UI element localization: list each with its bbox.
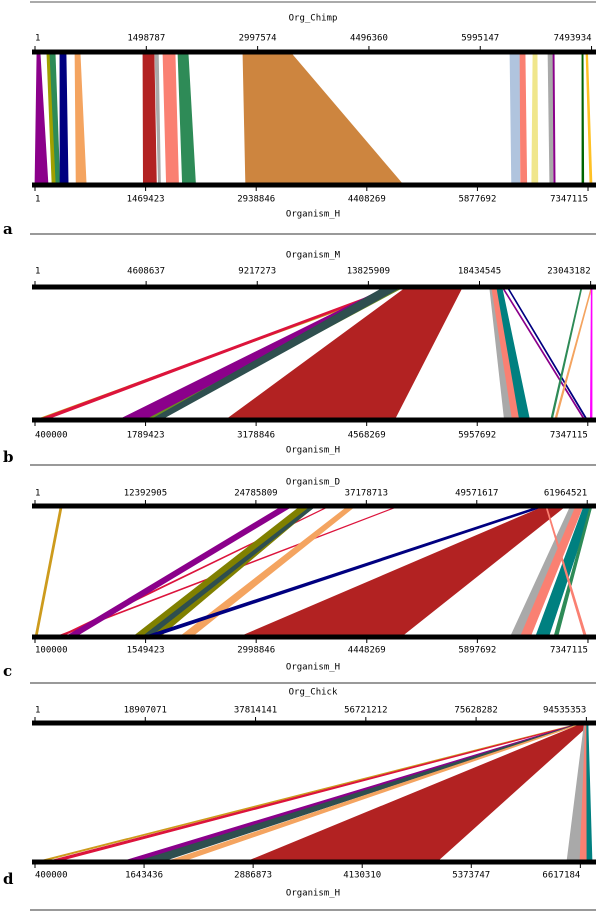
- bottom-tick-label: 100000: [35, 646, 68, 656]
- top-tick-label: 2997574: [239, 34, 277, 44]
- synteny-link: [242, 51, 405, 186]
- bottom-genome-label: Organism_H: [286, 446, 340, 456]
- bottom-genome-label: Organism_H: [286, 889, 340, 899]
- synteny-link: [177, 51, 196, 186]
- bottom-tick-label: 4448269: [348, 646, 386, 656]
- bottom-tick-label: 2886873: [234, 871, 272, 881]
- bottom-tick-label: 3178846: [237, 431, 275, 441]
- synteny-link: [34, 505, 63, 638]
- top-genome-label: Org_Chimp: [289, 14, 338, 24]
- bottom-tick-label: 1549423: [127, 646, 165, 656]
- bottom-tick-label: 1469423: [127, 195, 165, 205]
- bottom-genome-label: Organism_H: [286, 210, 340, 220]
- top-genome-label: Organism_D: [286, 478, 340, 488]
- top-tick-label: 75628282: [454, 706, 497, 716]
- bottom-tick-label: 400000: [35, 431, 68, 441]
- top-tick-label: 18434545: [458, 267, 501, 277]
- panel-letter: a: [3, 220, 13, 238]
- panel-letter: c: [3, 662, 12, 680]
- top-tick-label: 94535353: [543, 706, 586, 716]
- synteny-link: [552, 51, 556, 186]
- bottom-genome-label: Organism_H: [286, 663, 340, 673]
- synteny-link: [586, 722, 593, 863]
- panel-letter: b: [3, 448, 14, 466]
- synteny-link: [245, 722, 592, 863]
- bottom-tick-label: 5897692: [458, 646, 496, 656]
- synteny-link: [142, 51, 157, 186]
- bottom-tick-label: 1643436: [125, 871, 163, 881]
- bottom-tick-label: 2938846: [237, 195, 275, 205]
- top-tick-label: 4608637: [127, 267, 165, 277]
- top-tick-label: 4496360: [350, 34, 388, 44]
- synteny-link: [509, 51, 521, 186]
- bottom-tick-label: 5373747: [452, 871, 490, 881]
- synteny-link: [550, 286, 583, 421]
- bottom-tick-label: 1: [35, 195, 40, 205]
- synteny-link: [34, 51, 49, 186]
- top-tick-label: 1498787: [127, 34, 165, 44]
- top-tick-label: 1: [35, 706, 40, 716]
- bottom-tick-label: 4568269: [348, 431, 386, 441]
- top-tick-label: 24785809: [234, 489, 277, 499]
- top-tick-label: 37178713: [345, 489, 388, 499]
- top-tick-label: 1: [35, 489, 40, 499]
- synteny-link: [519, 51, 528, 186]
- top-tick-label: 61964521: [544, 489, 587, 499]
- top-tick-label: 12392905: [124, 489, 167, 499]
- synteny-link: [59, 51, 69, 186]
- bottom-tick-label: 7347115: [550, 646, 588, 656]
- bottom-tick-label: 6617184: [542, 871, 580, 881]
- bottom-tick-label: 7347115: [550, 195, 588, 205]
- top-tick-label: 13825909: [347, 267, 390, 277]
- top-tick-label: 23043182: [547, 267, 590, 277]
- bottom-tick-label: 5877692: [458, 195, 496, 205]
- top-tick-label: 9217273: [238, 267, 276, 277]
- top-tick-label: 7493934: [554, 34, 592, 44]
- synteny-link: [590, 286, 593, 421]
- synteny-link: [581, 51, 585, 186]
- top-tick-label: 37814141: [234, 706, 277, 716]
- bottom-tick-label: 1789423: [127, 431, 165, 441]
- top-genome-label: Org_Chick: [289, 688, 338, 698]
- synteny-link: [162, 51, 179, 186]
- synteny-link: [547, 51, 554, 186]
- top-tick-label: 1: [35, 34, 40, 44]
- synteny-link: [74, 51, 87, 186]
- top-tick-label: 56721212: [344, 706, 387, 716]
- synteny-link: [585, 51, 593, 186]
- top-tick-label: 5995147: [461, 34, 499, 44]
- bottom-tick-label: 2998846: [237, 646, 275, 656]
- top-tick-label: 18907071: [124, 706, 167, 716]
- bottom-tick-label: 400000: [35, 871, 68, 881]
- synteny-link: [531, 51, 539, 186]
- top-tick-label: 1: [35, 267, 40, 277]
- bottom-tick-label: 7347115: [550, 431, 588, 441]
- top-tick-label: 49571617: [455, 489, 498, 499]
- top-genome-label: Organism_M: [286, 251, 341, 261]
- bottom-tick-label: 5957692: [458, 431, 496, 441]
- bottom-tick-label: 4408269: [348, 195, 386, 205]
- bottom-tick-label: 4130310: [343, 871, 381, 881]
- panel-letter: d: [3, 870, 14, 888]
